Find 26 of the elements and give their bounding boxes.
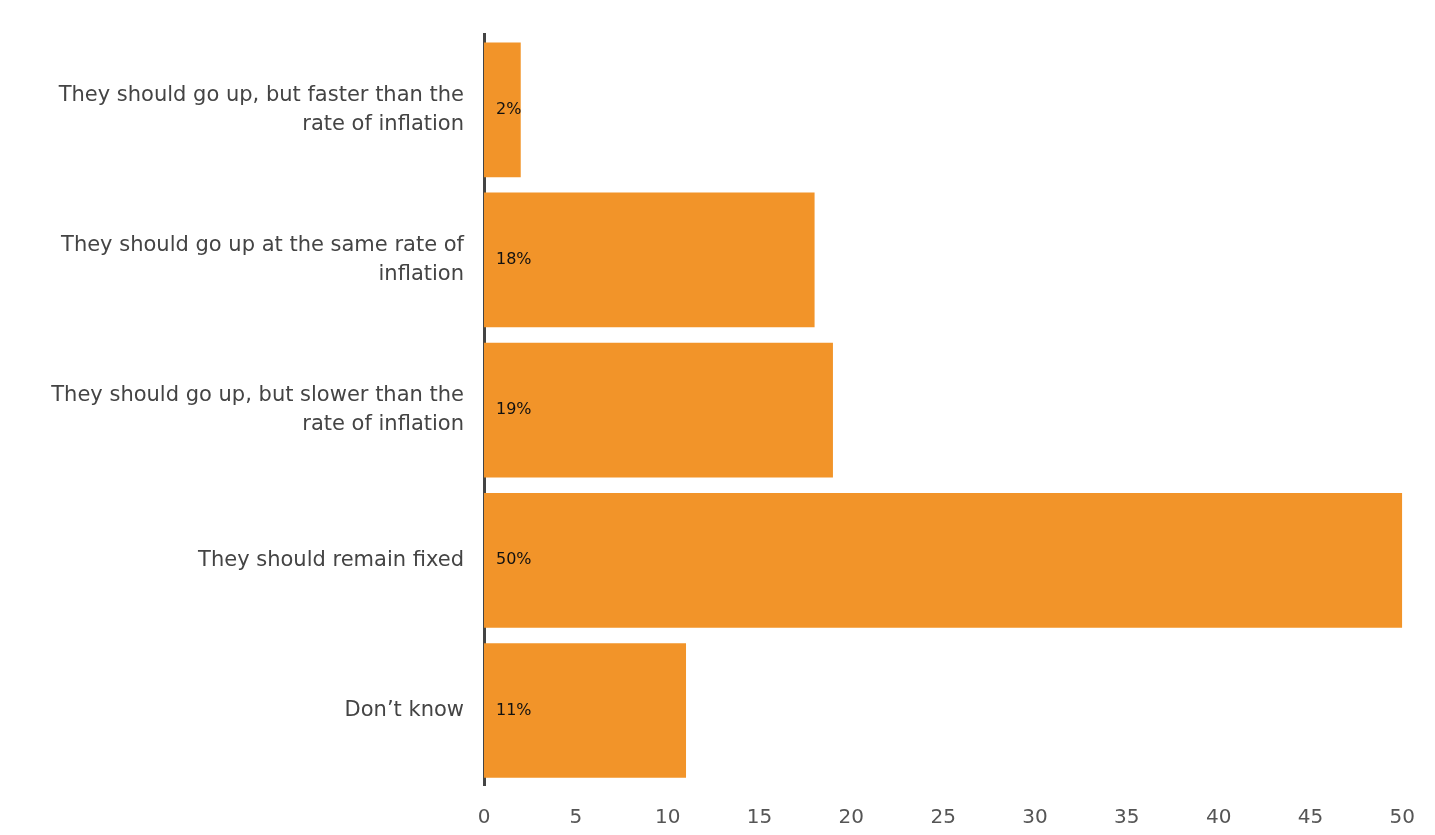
x-tick-label: 35: [1114, 803, 1140, 828]
x-tick-label: 50: [1389, 803, 1415, 828]
y-tick-label: They should remain fixed: [197, 546, 464, 571]
y-tick-label: Don’t know: [344, 696, 464, 721]
x-tick-label: 40: [1205, 803, 1232, 828]
data-label: 11%: [496, 699, 532, 719]
x-tick-label: 45: [1297, 803, 1324, 828]
y-tick-label: They should go up, but faster than the rate of inflation: [57, 81, 464, 135]
bar: [484, 342, 833, 478]
data-label: 19%: [496, 399, 532, 419]
bar: [484, 192, 815, 328]
data-label: 18%: [496, 249, 532, 269]
x-tick-label: 20: [838, 803, 865, 828]
x-tick-label: 5: [569, 803, 583, 828]
y-tick-label: They should go up, but slower than the rate of inflation: [50, 381, 464, 436]
data-label: 50%: [496, 549, 532, 569]
y-tick-label: They should go up at the same rate of inflation: [60, 231, 465, 286]
x-tick-label: 25: [930, 803, 956, 828]
x-tick-label: 15: [746, 803, 773, 828]
bar: [484, 643, 687, 778]
bar: [484, 492, 1403, 628]
x-tick-label: 10: [654, 803, 681, 828]
data-label: 2%: [496, 98, 522, 118]
bar: [484, 42, 521, 178]
x-tick-label: 30: [1022, 803, 1048, 828]
x-tick-label: 0: [477, 803, 491, 828]
